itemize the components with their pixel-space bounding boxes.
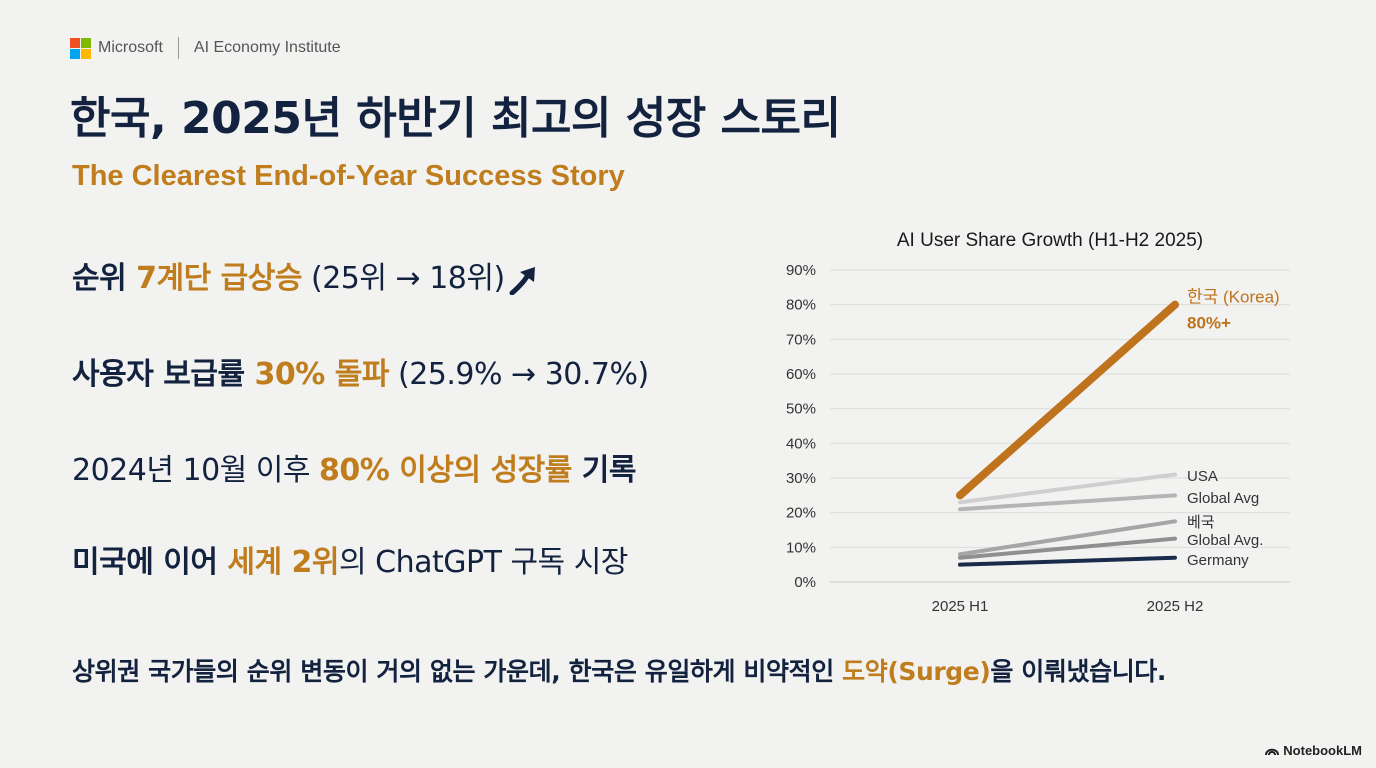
page-title: 한국, 2025년 하반기 최고의 성장 스토리	[70, 93, 841, 144]
brand-institute: AI Economy Institute	[193, 39, 341, 56]
brand-company: Microsoft	[98, 39, 163, 56]
y-tick-label: 30%	[786, 470, 816, 487]
series-line	[958, 493, 1177, 512]
bullet-adoption: 사용자 보급률 30% 돌파 (25.9% → 30.7%)	[72, 349, 649, 393]
bullet-adoption-post: (25.9% → 30.7%)	[388, 357, 649, 392]
y-tick-label: 50%	[786, 401, 816, 418]
series-label: Global Avg	[1187, 490, 1259, 507]
bullet-subscription: 미국에 이어 세계 2위의 ChatGPT 구독 시장	[72, 537, 628, 581]
y-tick-label: 60%	[786, 366, 816, 383]
series-label: Germany	[1187, 552, 1249, 569]
logo-square-blue	[70, 48, 80, 59]
growth-chart: AI User Share Growth (H1-H2 2025) 0% 10% 20…	[760, 222, 1340, 632]
series-line	[958, 472, 1177, 505]
y-tick-label: 70%	[786, 331, 816, 348]
series-line	[958, 555, 1177, 567]
brand-header: Microsoft AI Economy Institute	[70, 36, 341, 60]
summary-text: 상위권 국가들의 순위 변동이 거의 없는 가운데, 한국은 유일하게 비약적인…	[72, 652, 1166, 688]
chart-title: AI User Share Growth (H1-H2 2025)	[897, 230, 1203, 251]
y-tick-label: 20%	[786, 505, 816, 522]
bullet-subscription-highlight: 세계 2위	[227, 545, 340, 580]
summary-highlight: 도약(Surge)	[842, 657, 991, 686]
x-tick-label: 2025 H2	[1147, 598, 1204, 615]
growth-chart-svg: AI User Share Growth (H1-H2 2025) 0% 10% 20…	[786, 230, 1290, 615]
y-tick-label: 90%	[786, 262, 816, 279]
series-label: USA	[1187, 468, 1218, 485]
series-label: 베국	[1187, 514, 1215, 531]
logo-square-red	[70, 37, 80, 48]
y-tick-label: 80%	[786, 297, 816, 314]
summary-pre: 상위권 국가들의 순위 변동이 거의 없는 가운데, 한국은 유일하게 비약적인	[72, 657, 843, 686]
y-tick-label: 0%	[794, 574, 816, 591]
bullet-rank: 순위 7계단 급상승 (25위 → 18위)	[72, 253, 543, 297]
series-label: Global Avg.	[1187, 532, 1263, 549]
bullet-adoption-highlight: 30% 돌파	[254, 357, 390, 392]
trend-up-arrow-icon	[509, 266, 535, 295]
series-annotation-korea: 80%+	[1187, 314, 1231, 333]
summary-post: 을 이뤄냈습니다.	[990, 657, 1166, 686]
bullet-growth: 2024년 10월 이후 80% 이상의 성장률 기록	[72, 445, 636, 489]
bullet-growth-pre: 2024년 10월 이후	[72, 453, 320, 488]
bullet-subscription-post: 의 ChatGPT 구독 시장	[339, 545, 628, 580]
bullet-rank-highlight: 7계단 급상승	[136, 261, 302, 296]
bullet-adoption-pre: 사용자 보급률	[72, 357, 255, 392]
bullet-subscription-pre: 미국에 이어	[72, 545, 228, 580]
y-tick-label: 10%	[786, 539, 816, 556]
series-label-korea: 한국 (Korea)	[1187, 288, 1280, 307]
series-line-korea	[956, 300, 1179, 500]
notebooklm-watermark: NotebookLM	[1265, 743, 1362, 758]
logo-square-yellow	[81, 48, 91, 59]
microsoft-logo-icon	[70, 37, 91, 59]
bullet-growth-highlight: 80% 이상의 성장률	[319, 453, 572, 488]
bullet-rank-pre: 순위	[72, 261, 137, 296]
notebooklm-label: NotebookLM	[1283, 743, 1362, 758]
series-line	[958, 519, 1177, 557]
x-tick-label: 2025 H1	[932, 598, 989, 615]
page-subtitle: The Clearest End-of-Year Success Story	[72, 160, 625, 192]
bullet-rank-post: (25위 → 18위)	[301, 261, 505, 296]
bullet-growth-post: 기록	[571, 453, 637, 488]
notebooklm-logo-icon	[1265, 748, 1280, 756]
brand-divider	[177, 37, 179, 59]
series-line	[958, 536, 1177, 560]
logo-square-green	[81, 37, 91, 48]
y-tick-label: 40%	[786, 435, 816, 452]
